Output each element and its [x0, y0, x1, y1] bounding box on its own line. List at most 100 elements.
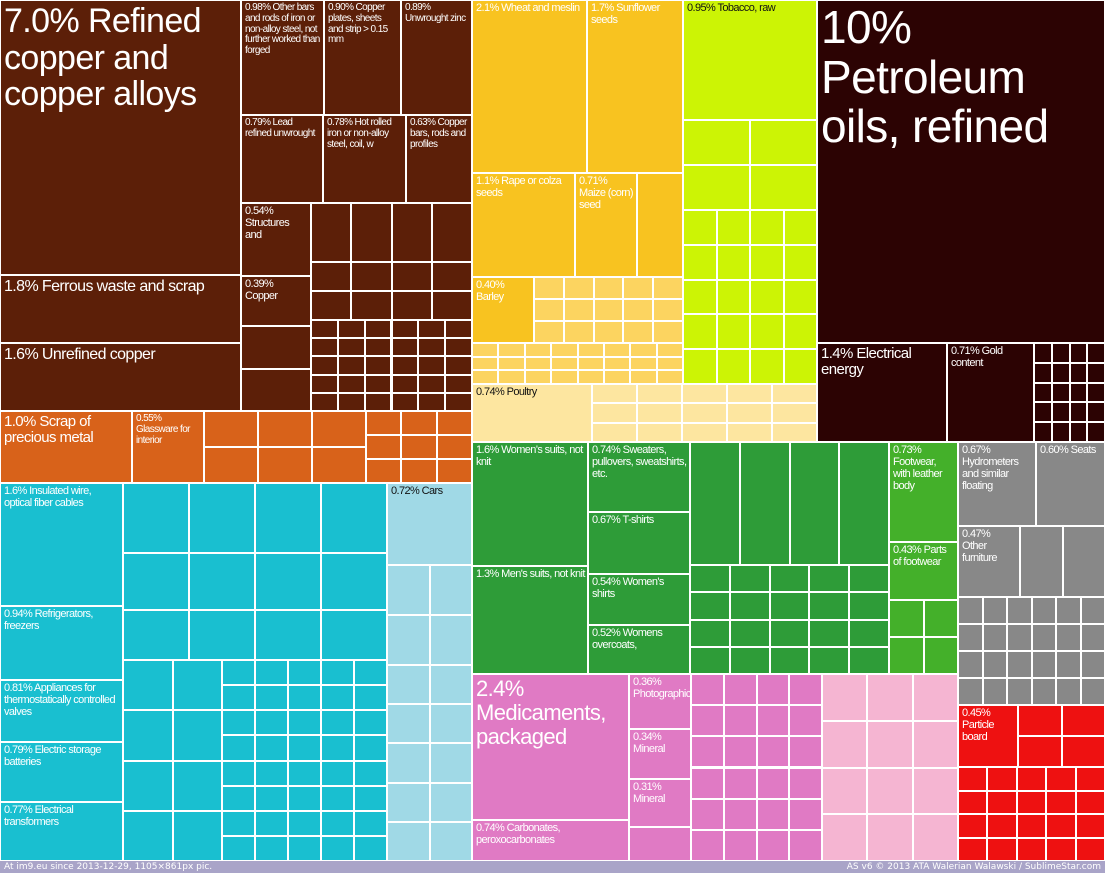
treemap-cell: [534, 299, 564, 321]
treemap-cell: [691, 705, 724, 737]
treemap-cell: [524, 343, 552, 357]
treemap-cell-0-67-hydrometers-and-similar-floating: 0.67% Hydrometers and similar floating: [958, 442, 1036, 526]
treemap-cell: [1034, 362, 1052, 383]
treemap-cell-0-43-parts-of-footwear: 0.43% Parts of footwear: [889, 542, 958, 600]
treemap-cell: [563, 299, 594, 321]
treemap-cell: [1007, 651, 1032, 678]
treemap-cell: [258, 411, 312, 447]
treemap-cell: [472, 356, 499, 371]
treemap-cell: [123, 660, 173, 711]
treemap-cell-0-74-sweaters-pullovers-sweatshirts-etc: 0.74% Sweaters, pullovers, sweatshirts, …: [588, 442, 690, 512]
treemap-cell: [255, 660, 288, 686]
treemap-cell: [401, 435, 437, 459]
treemap-cell-0-71-maize-corn-seed: 0.71% Maize (corn) seed: [575, 173, 637, 277]
treemap-cell: [656, 343, 683, 357]
treemap-cell: [255, 735, 288, 761]
treemap-cell-1-4-electrical-energy: 1.4% Electrical energy: [817, 343, 947, 442]
treemap-cell: [822, 674, 868, 721]
treemap-cell: [387, 665, 430, 705]
treemap-cell: [321, 685, 354, 711]
treemap-label: 0.98% Other bars and rods of iron or non…: [245, 2, 320, 57]
treemap-cell: [551, 343, 578, 357]
treemap-cell: [524, 356, 552, 371]
treemap-cell: [311, 291, 352, 320]
treemap-cell-1-7-sunflower-seeds: 1.7% Sunflower seeds: [587, 0, 683, 173]
treemap-cell: [723, 767, 757, 799]
treemap-cell: [691, 798, 724, 830]
treemap-cell: [912, 720, 958, 768]
treemap-cell: [809, 565, 850, 593]
treemap-cell: [288, 685, 321, 711]
treemap-cell: [472, 370, 499, 384]
treemap-cell: [809, 592, 850, 620]
treemap-label: 0.60% Seats: [1040, 444, 1096, 456]
treemap-label: 0.54% Women's shirts: [592, 576, 664, 600]
treemap-cell: [1051, 343, 1070, 363]
treemap-cell: [551, 356, 578, 371]
treemap-cell: [1061, 705, 1105, 736]
treemap-cell-0-98-other-bars-and-rods-of-iron-or-non-alloy-steel-not-further-worked-than-forged: 0.98% Other bars and rods of iron or non…: [241, 0, 324, 115]
treemap-cell: [288, 835, 321, 861]
treemap-cell: [1080, 651, 1105, 678]
treemap-cell: [809, 646, 850, 674]
treemap-cell: [690, 619, 730, 647]
treemap-label: 0.74% Carbonates, peroxocarbonates: [476, 822, 561, 846]
treemap-cell: [723, 829, 757, 861]
treemap-cell: [366, 459, 402, 483]
treemap-cell: [750, 120, 817, 165]
treemap-cell: [683, 120, 750, 165]
treemap-cell: [750, 314, 784, 350]
treemap-label: 1.6% Unrefined copper: [4, 346, 156, 363]
treemap-label: 0.74% Sweaters, pullovers, sweatshirts, …: [592, 444, 687, 480]
treemap-cell: [889, 600, 924, 637]
treemap-cell: [321, 483, 387, 553]
treemap-cell: [958, 624, 983, 651]
treemap-cell: [756, 674, 790, 706]
treemap-label: 10% Petroleum oils, refined: [821, 1, 1049, 153]
treemap-cell: [683, 314, 717, 350]
treemap-cell: [1031, 597, 1056, 624]
treemap-cell: [445, 320, 472, 339]
treemap-cell: [431, 291, 472, 320]
treemap-cell: [789, 829, 822, 861]
treemap-cell: [337, 320, 365, 339]
treemap-cell: [982, 651, 1007, 678]
treemap-cell: [958, 678, 983, 705]
treemap-cell: [1069, 362, 1088, 383]
treemap-cell: [716, 279, 750, 315]
treemap-cell: [1061, 736, 1105, 767]
treemap-label: 0.67% Hydrometers and similar floating: [962, 444, 1019, 492]
treemap-cell: [1034, 402, 1052, 423]
treemap-cell: [189, 483, 255, 553]
treemap-cell-0-54-structures-and: 0.54% Structures and: [241, 203, 311, 276]
treemap-cell: [364, 374, 392, 393]
treemap-cell: [727, 384, 772, 404]
treemap-cell-1-3-men-s-suits-not-knit: 1.3% Men's suits, not knit: [472, 566, 588, 674]
treemap-cell: [789, 736, 822, 768]
treemap-cell: [756, 736, 790, 768]
treemap-cell: [1007, 678, 1032, 705]
treemap-cell-0-71-gold-content: 0.71% Gold content: [947, 343, 1034, 442]
treemap-cell: [1016, 814, 1047, 838]
treemap-cell: [288, 660, 321, 686]
treemap-cell: [982, 624, 1007, 651]
treemap-cell: [772, 384, 817, 404]
treemap-cell: [867, 720, 913, 768]
treemap-cell-0-81-appliances-for-thermostatically-controlled-valves: 0.81% Appliances for thermostatically co…: [0, 680, 123, 742]
treemap-cell: [592, 384, 637, 404]
treemap-cell: [172, 660, 222, 711]
treemap-cell: [534, 321, 564, 343]
treemap-cell: [1018, 705, 1062, 736]
treemap-label: 0.47% Other furniture: [962, 528, 998, 564]
treemap-cell: [222, 810, 255, 836]
treemap-cell: [729, 565, 770, 593]
treemap-cell: [364, 356, 392, 375]
treemap-cell: [723, 736, 757, 768]
treemap-cell: [189, 610, 255, 660]
treemap-cell: [1080, 678, 1105, 705]
treemap-cell: [1087, 362, 1105, 383]
treemap-cell-0-55-glassware-for-interior: 0.55% Glassware for interior: [132, 411, 204, 483]
treemap-cell: [534, 277, 564, 299]
treemap-label: 1.8% Ferrous waste and scrap: [4, 278, 205, 295]
treemap-cell: [1046, 814, 1076, 838]
